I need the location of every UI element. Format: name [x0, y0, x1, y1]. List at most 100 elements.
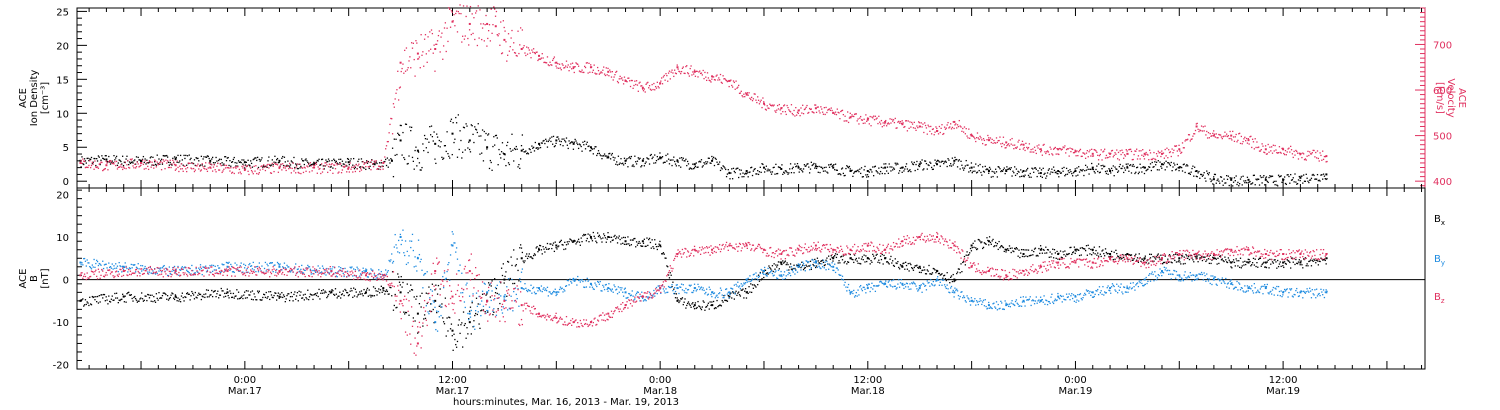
- data-sample: [1311, 259, 1313, 261]
- data-sample: [239, 297, 241, 299]
- data-sample: [1101, 168, 1103, 170]
- data-sample: [377, 168, 379, 170]
- data-sample: [975, 140, 977, 143]
- data-sample: [1205, 134, 1207, 136]
- data-sample: [1157, 150, 1159, 152]
- data-sample: [930, 273, 932, 275]
- data-sample: [186, 292, 188, 295]
- data-sample: [616, 164, 619, 166]
- data-point: [79, 261, 82, 264]
- data-sample: [962, 131, 965, 133]
- data-sample: [899, 167, 902, 169]
- data-sample: [494, 134, 497, 137]
- data-sample: [395, 138, 397, 140]
- data-sample: [1028, 143, 1031, 145]
- data-sample: [1027, 255, 1029, 258]
- data-sample: [1021, 255, 1024, 258]
- data-sample: [786, 104, 788, 107]
- data-sample: [1018, 139, 1020, 141]
- data-sample: [251, 171, 254, 173]
- data-sample: [273, 294, 275, 297]
- data-sample: [605, 67, 607, 69]
- data-sample: [937, 160, 940, 162]
- data-sample: [177, 297, 179, 299]
- data-sample: [1266, 180, 1268, 183]
- data-sample: [246, 297, 248, 299]
- data-sample: [970, 133, 973, 135]
- data-sample: [1084, 164, 1087, 167]
- data-sample: [470, 33, 472, 36]
- data-sample: [1271, 152, 1274, 154]
- data-sample: [247, 159, 249, 161]
- data-sample: [719, 73, 722, 76]
- data-sample: [209, 294, 211, 296]
- data-sample: [925, 162, 928, 165]
- data-sample: [626, 243, 628, 245]
- data-sample: [822, 113, 825, 115]
- data-sample: [1282, 178, 1284, 180]
- data-sample: [1245, 140, 1247, 142]
- data-sample: [584, 140, 586, 143]
- data-sample: [1163, 261, 1166, 264]
- data-sample: [805, 165, 807, 167]
- data-sample: [1017, 141, 1019, 143]
- data-sample: [621, 237, 623, 239]
- data-sample: [465, 337, 467, 339]
- data-point: [399, 291, 402, 294]
- data-sample: [925, 127, 928, 129]
- data-sample: [840, 168, 843, 170]
- data-sample: [436, 40, 439, 42]
- data-sample: [1206, 172, 1209, 175]
- data-sample: [575, 140, 577, 142]
- data-sample: [970, 250, 973, 252]
- data-sample: [1309, 179, 1312, 181]
- data-sample: [1323, 175, 1326, 177]
- data-sample: [1074, 252, 1076, 255]
- data-sample: [557, 63, 559, 65]
- data-sample: [940, 161, 942, 163]
- data-sample: [847, 121, 850, 124]
- data-sample: [463, 127, 466, 129]
- data-sample: [765, 165, 768, 167]
- data-sample: [769, 103, 771, 105]
- data-sample: [520, 48, 523, 50]
- data-point: [970, 166, 973, 169]
- data-sample: [232, 158, 235, 161]
- data-sample: [959, 168, 961, 170]
- data-sample: [546, 146, 549, 148]
- data-sample: [185, 296, 187, 299]
- data-sample: [256, 172, 258, 175]
- data-sample: [795, 106, 797, 109]
- data-sample: [1055, 171, 1057, 173]
- data-sample: [593, 235, 595, 237]
- data-sample: [1092, 252, 1095, 254]
- data-sample: [865, 255, 867, 257]
- data-sample: [226, 288, 228, 290]
- data-sample: [824, 264, 826, 266]
- data-sample: [549, 137, 551, 139]
- data-sample: [779, 109, 781, 111]
- data-sample: [189, 299, 191, 301]
- data-sample: [513, 42, 515, 44]
- data-sample: [680, 157, 683, 159]
- data-sample: [689, 167, 691, 169]
- data-sample: [581, 69, 583, 71]
- data-sample: [1208, 262, 1210, 265]
- data-sample: [200, 169, 203, 171]
- data-sample: [346, 291, 348, 294]
- data-sample: [848, 117, 851, 119]
- data-sample: [266, 164, 268, 166]
- data-sample: [960, 126, 962, 128]
- data-sample: [1033, 146, 1036, 148]
- data-sample: [152, 156, 154, 158]
- data-sample: [892, 119, 895, 121]
- data-sample: [1035, 168, 1037, 170]
- data-sample: [254, 157, 256, 159]
- data-sample: [228, 167, 230, 169]
- data-sample: [1258, 146, 1260, 148]
- data-sample: [734, 171, 736, 174]
- data-sample: [676, 297, 678, 299]
- data-sample: [845, 120, 847, 122]
- data-sample: [1225, 182, 1227, 184]
- data-sample: [1290, 173, 1292, 176]
